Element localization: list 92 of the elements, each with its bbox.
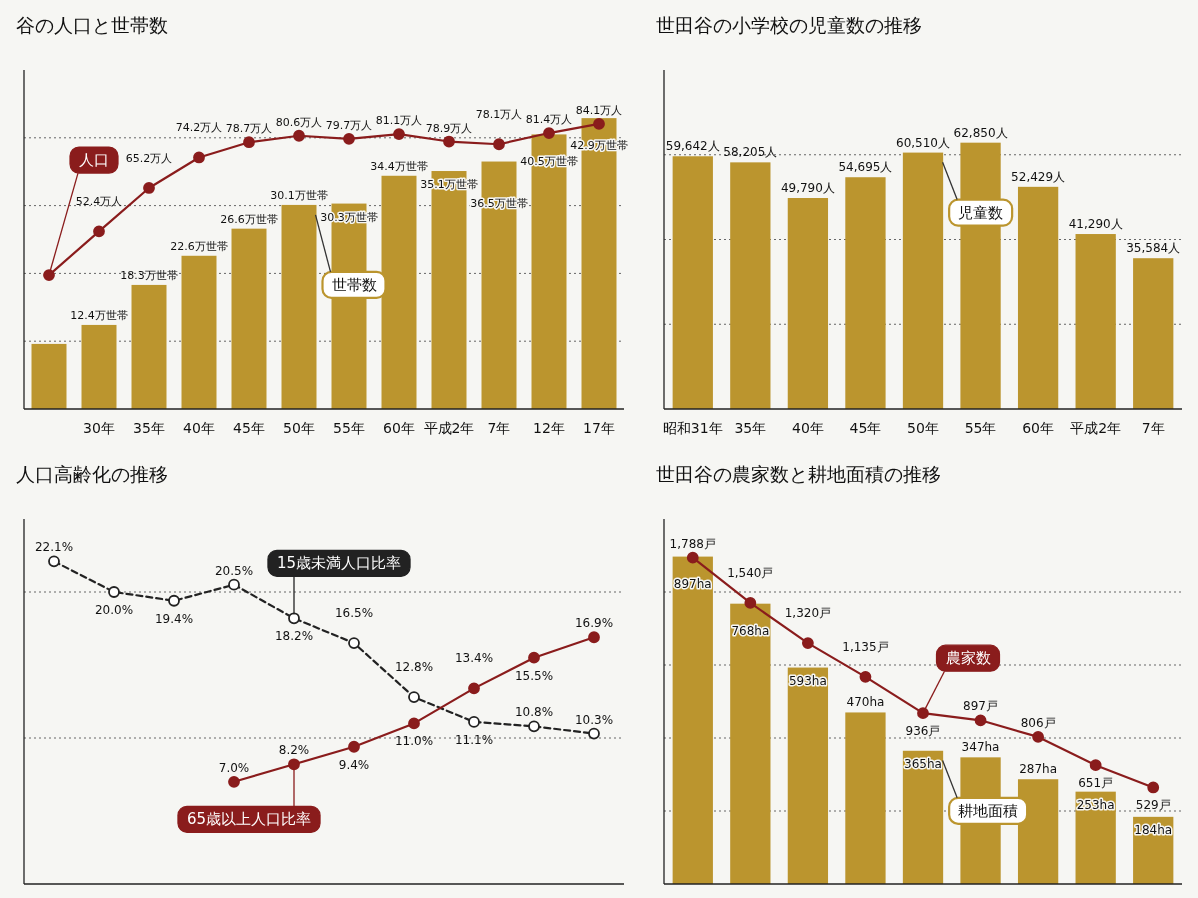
series-label: 15歳未満人口比率 [276,554,402,573]
tick-label: 55年 [964,420,997,436]
title: 谷の人口と世帯数 [16,14,168,36]
tick-label: 60年 [383,420,415,436]
title: 世田谷の小学校の児童数の推移 [656,14,922,36]
data-label: 22.6万世帯 [170,239,228,253]
tick-label: 7年 [1141,420,1165,436]
data-label: 78.1万人 [475,108,523,122]
data-label: 253ha [1076,797,1115,812]
data-label: 15.5% [514,668,554,683]
series-label: 世帯数 [331,275,377,294]
data-label: 19.4% [154,611,194,626]
tick-label: 40年 [791,420,824,436]
data-label: 936戸 [905,724,941,739]
data-label: 806戸 [1020,715,1056,730]
data-label: 20.5% [214,563,254,578]
data-label: 54,695人 [838,160,893,175]
series-label: 人口 [79,151,109,170]
data-label: 287ha [1019,762,1058,777]
data-label: 74.2万人 [175,121,223,135]
data-label: 65.2万人 [125,151,173,165]
tick-label: 50年 [283,420,315,436]
data-label: 1,320戸 [784,606,832,621]
data-label: 78.7万人 [225,122,273,136]
data-label: 8.2% [278,743,310,758]
title: 人口高齢化の推移 [16,463,168,485]
tick-label: 60年 [1022,420,1055,436]
tick-label: 昭和31年 [662,420,723,436]
series-label: 耕地面積 [958,801,1019,820]
data-label: 81.1万人 [375,114,423,128]
tick-label: 45年 [233,420,265,436]
data-label: 78.9万人 [425,121,473,135]
data-label: 184ha [1134,822,1173,837]
tick-label: 55年 [333,420,365,436]
data-label: 13.4% [454,651,494,666]
data-label: 16.9% [574,616,614,631]
data-label: 12.4万世帯 [70,308,128,322]
title: 世田谷の農家数と耕地面積の推移 [656,463,941,485]
tick-label: 平成2年 [423,420,475,436]
data-label: 11.0% [394,734,434,749]
series-label: 65歳以上人口比率 [186,810,312,829]
data-label: 52.4万人 [75,195,123,209]
data-label: 1,135戸 [842,639,889,654]
tick-label: 12年 [533,420,565,436]
data-label: 79.7万人 [325,118,373,132]
data-label: 12.8% [394,660,434,675]
tick-label: 50年 [907,420,939,436]
data-label: 26.6万世帯 [220,212,278,226]
tick-label: 35年 [734,420,767,436]
tick-label: 17年 [583,420,615,436]
series-label: 児童数 [958,203,1004,222]
data-label: 9.4% [338,757,370,772]
data-label: 10.3% [574,712,614,727]
data-label: 10.8% [514,705,554,720]
tick-label: 平成2年 [1070,420,1122,436]
data-label: 18.3万世帯 [120,268,178,282]
data-label: 897ha [673,576,712,591]
data-label: 768ha [731,623,770,638]
data-label: 81.4万人 [525,113,573,127]
data-label: 20.0% [94,603,134,617]
data-label: 58,205人 [723,145,778,160]
data-label: 34.4万世帯 [370,159,428,173]
series-label: 農家数 [945,649,991,668]
tick-label: 30年 [83,420,115,436]
data-label: 347ha [961,740,1000,755]
data-label: 651戸 [1078,776,1114,791]
data-label: 16.5% [334,606,374,621]
data-label: 60,510人 [896,135,950,150]
data-label: 30.1万世帯 [270,188,328,202]
data-label: 22.1% [34,540,74,555]
data-label: 80.6万人 [275,115,323,129]
data-label: 1,788戸 [669,536,716,551]
data-label: 7.0% [218,760,250,775]
data-label: 84.1万人 [575,103,623,117]
data-label: 593ha [788,673,827,688]
data-label: 62,850人 [953,125,1008,140]
data-label: 18.2% [274,629,314,644]
data-label: 470ha [846,695,885,710]
tick-label: 40年 [183,420,215,436]
data-label: 529戸 [1135,798,1171,813]
tick-label: 45年 [849,420,882,436]
data-label: 897戸 [963,699,998,714]
data-label: 49,790人 [780,181,835,195]
data-label: 41,290人 [1068,217,1123,232]
data-label: 365ha [904,756,942,771]
data-label: 1,540戸 [727,565,774,580]
data-label: 59,642人 [665,139,720,154]
tick-label: 7年 [487,420,511,436]
data-label: 35,584人 [1126,241,1181,256]
tick-label: 35年 [133,420,165,436]
data-label: 52,429人 [1011,169,1066,184]
data-label: 11.1% [454,732,494,747]
